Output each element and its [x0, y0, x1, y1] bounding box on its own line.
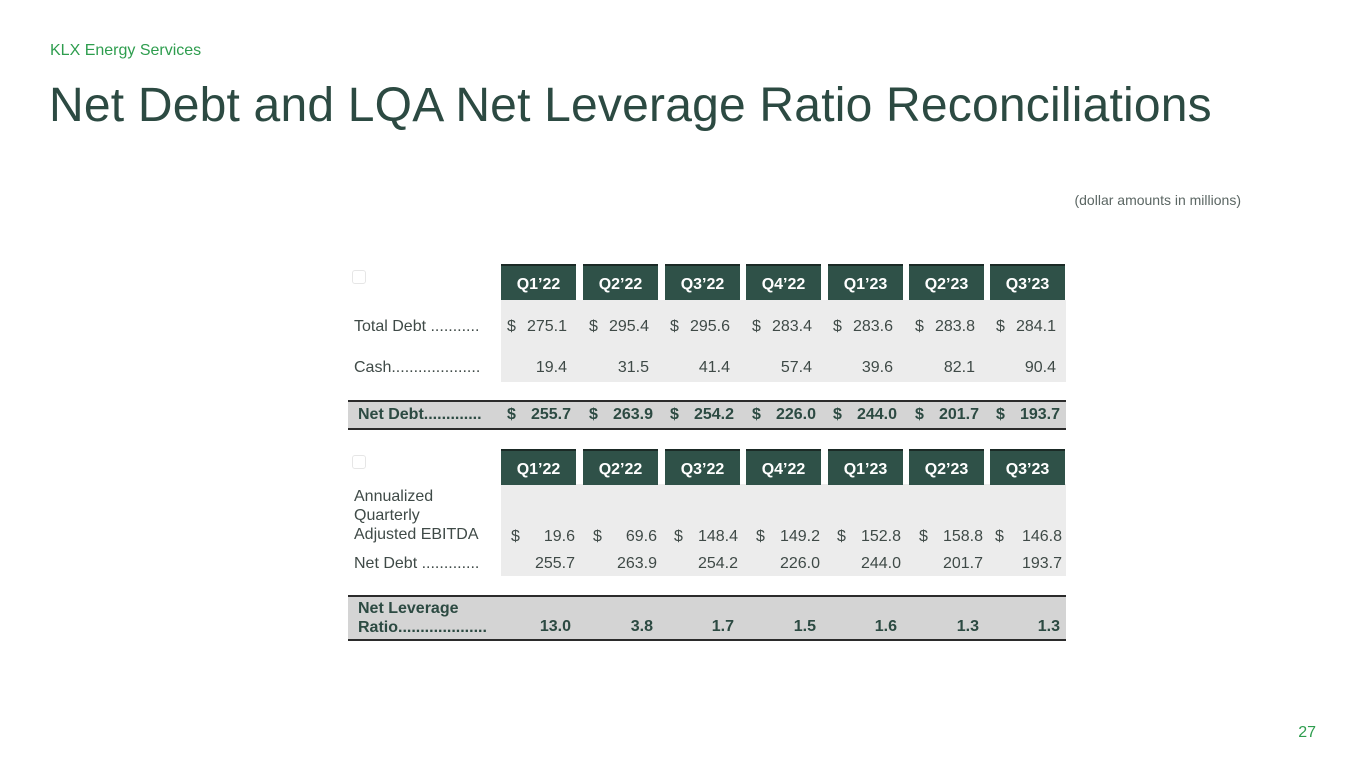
- row-label-line: Annualized: [354, 488, 434, 505]
- company-name: KLX Energy Services: [50, 42, 202, 59]
- row-label: Net Debt.............: [358, 406, 482, 423]
- table-row: Cash.................... 19.4 31.5 41.4 …: [354, 359, 1056, 376]
- col-header: Q1’22: [501, 449, 576, 485]
- row-label-line: Quarterly: [354, 507, 420, 524]
- col-header: Q3’22: [665, 449, 740, 485]
- table-row: Total Debt ........... $275.1 $295.4 $29…: [354, 318, 1056, 335]
- col-header: Q4’22: [746, 264, 821, 300]
- table-row: Net Debt ............. 255.7 263.9 254.2…: [354, 555, 1062, 572]
- col-header: Q1’22: [501, 264, 576, 300]
- row-label: Net Debt .............: [354, 555, 480, 572]
- row-label-line: Net Leverage: [358, 600, 459, 617]
- table2-header: Q1’22 Q2’22 Q3’22 Q4’22 Q1’23 Q2’23 Q3’2…: [501, 449, 1067, 485]
- net-leverage-total-row: Net Leverage Ratio.................... 1…: [348, 595, 1066, 641]
- units-note: (dollar amounts in millions): [1074, 192, 1241, 208]
- col-header: Q2’23: [909, 449, 984, 485]
- col-header: Q2’22: [583, 449, 658, 485]
- table-row: Annualized Quarterly Adjusted EBITDA $19…: [354, 488, 1062, 545]
- row-label: Cash....................: [354, 359, 481, 376]
- col-header: Q3’23: [990, 449, 1065, 485]
- placeholder-icon: [352, 270, 366, 284]
- row-label-line: Adjusted EBITDA: [354, 526, 479, 543]
- col-header: Q3’22: [665, 264, 740, 300]
- page-title: Net Debt and LQA Net Leverage Ratio Reco…: [49, 79, 1212, 132]
- row-label-line: Ratio....................: [358, 619, 487, 636]
- page-number: 27: [1298, 724, 1316, 741]
- col-header: Q4’22: [746, 449, 821, 485]
- table2-shade: [501, 484, 1066, 576]
- placeholder-icon: [352, 455, 366, 469]
- col-header: Q3’23: [990, 264, 1065, 300]
- table1-header: Q1’22 Q2’22 Q3’22 Q4’22 Q1’23 Q2’23 Q3’2…: [501, 264, 1067, 300]
- table1-shade: [501, 300, 1066, 382]
- col-header: Q1’23: [828, 449, 903, 485]
- col-header: Q2’23: [909, 264, 984, 300]
- col-header: Q1’23: [828, 264, 903, 300]
- row-label: Total Debt ...........: [354, 318, 480, 335]
- col-header: Q2’22: [583, 264, 658, 300]
- net-debt-total-row: Net Debt............. $255.7 $263.9 $254…: [348, 400, 1066, 430]
